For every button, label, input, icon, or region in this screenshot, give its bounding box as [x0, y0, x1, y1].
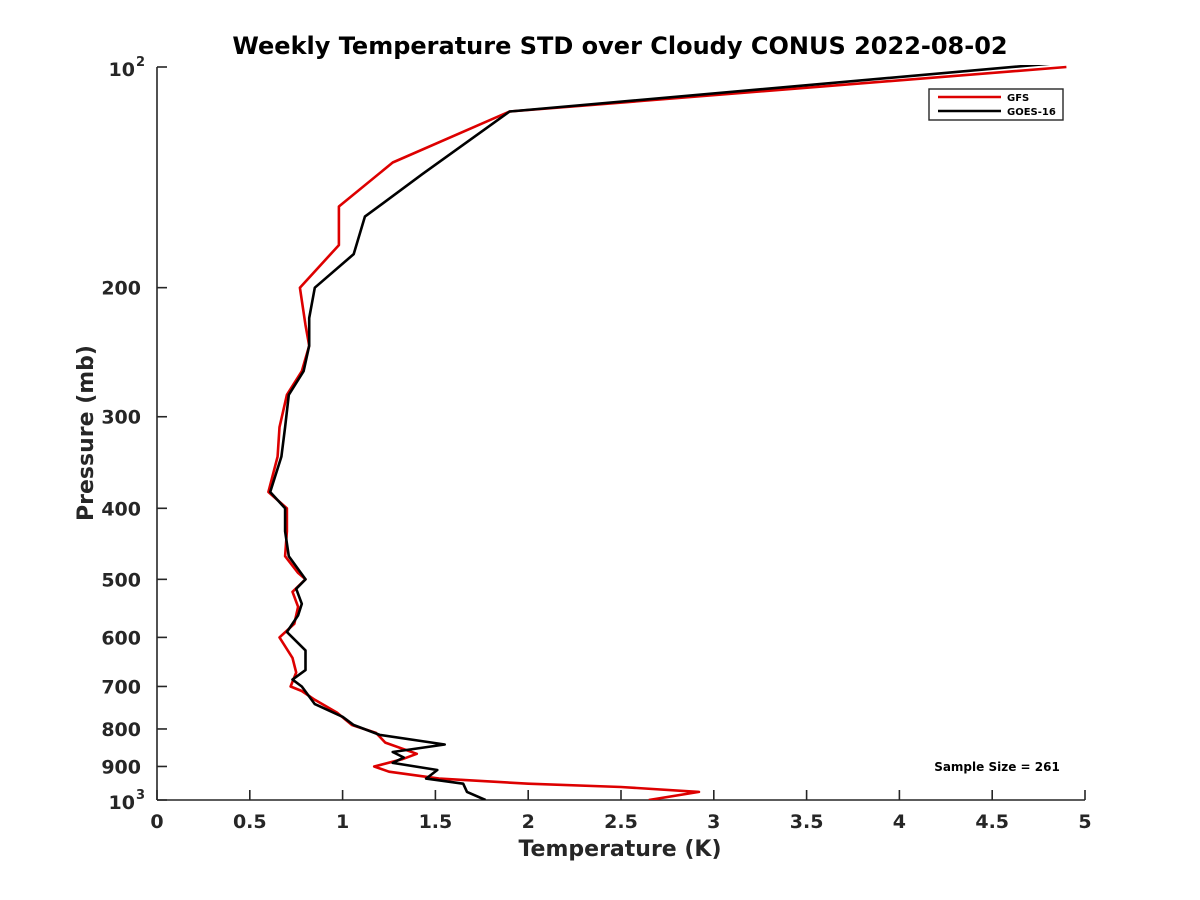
y-tick-exponent: 2 — [136, 55, 145, 70]
y-tick-label: 300 — [101, 407, 141, 429]
x-tick-label: 1.5 — [419, 811, 453, 833]
x-tick-label: 2 — [522, 811, 535, 833]
x-tick-label: 5 — [1078, 811, 1091, 833]
x-tick-label: 4 — [893, 811, 906, 833]
y-tick-label: 900 — [101, 756, 141, 778]
x-tick-label: 2.5 — [604, 811, 638, 833]
x-tick-label: 3.5 — [790, 811, 824, 833]
x-tick-label: 1 — [336, 811, 349, 833]
series-group — [267, 65, 1067, 800]
legend-box — [928, 88, 1064, 121]
series-line-goes-16 — [268, 65, 1051, 800]
legend-label: GOES-16 — [1007, 107, 1056, 118]
legend: GFS GOES-16 — [928, 88, 1064, 121]
y-tick-label: 800 — [101, 719, 141, 741]
y-axis-label: Pressure (mb) — [74, 345, 99, 521]
y-tick-label: 10 — [109, 792, 135, 814]
y-tick-label: 200 — [101, 278, 141, 300]
y-tick-label: 400 — [101, 498, 141, 520]
x-tick-label: 0.5 — [233, 811, 267, 833]
x-tick-label: 4.5 — [975, 811, 1009, 833]
y-tick-label: 700 — [101, 676, 141, 698]
x-tick-label: 0 — [150, 811, 163, 833]
x-axis-label: Temperature (K) — [518, 837, 721, 862]
x-tick-label: 3 — [707, 811, 720, 833]
y-tick-label: 10 — [109, 59, 135, 81]
x-axis-ticks: 0 0.5 1 1.5 2 2.5 3 3.5 4 4.5 5 — [150, 790, 1092, 833]
y-tick-label: 600 — [101, 627, 141, 649]
chart-title: Weekly Temperature STD over Cloudy CONUS… — [232, 32, 1007, 60]
sample-size-annotation: Sample Size = 261 — [934, 760, 1060, 774]
series-line-gfs — [267, 65, 1067, 800]
y-tick-label: 500 — [101, 569, 141, 591]
legend-label: GFS — [1007, 93, 1029, 104]
y-tick-exponent: 3 — [136, 788, 145, 803]
